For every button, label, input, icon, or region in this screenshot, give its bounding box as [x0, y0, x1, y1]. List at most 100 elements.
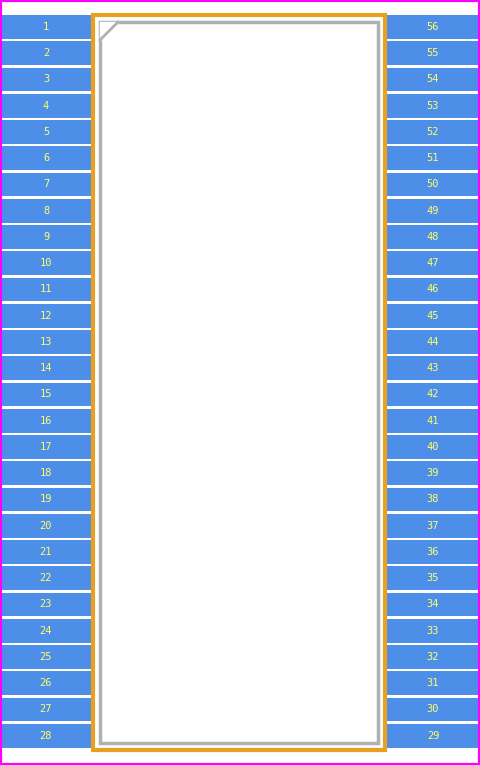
Text: 54: 54 — [427, 74, 439, 84]
Bar — [100, 22, 378, 743]
Bar — [386, 330, 480, 353]
Text: 46: 46 — [427, 285, 439, 295]
Bar — [0, 566, 92, 590]
Bar — [93, 15, 385, 750]
Text: 24: 24 — [40, 626, 52, 636]
Bar — [0, 356, 92, 380]
Text: 20: 20 — [40, 521, 52, 531]
Text: 43: 43 — [427, 363, 439, 373]
Bar — [0, 304, 92, 327]
Text: 28: 28 — [40, 731, 52, 741]
Bar — [386, 514, 480, 538]
Bar — [386, 382, 480, 406]
Text: 36: 36 — [427, 547, 439, 557]
Bar — [0, 94, 92, 118]
Text: 4: 4 — [43, 101, 49, 111]
Bar — [0, 199, 92, 223]
Text: 48: 48 — [427, 232, 439, 242]
Text: 49: 49 — [427, 206, 439, 216]
Bar — [0, 67, 92, 91]
Bar — [0, 409, 92, 432]
Text: 42: 42 — [427, 389, 439, 399]
Text: 8: 8 — [43, 206, 49, 216]
Text: 32: 32 — [427, 652, 439, 662]
Text: 11: 11 — [40, 285, 52, 295]
Bar — [386, 304, 480, 327]
Bar — [386, 645, 480, 669]
Bar — [386, 94, 480, 118]
Text: 15: 15 — [40, 389, 52, 399]
Text: 19: 19 — [40, 494, 52, 504]
Bar — [0, 698, 92, 721]
Bar — [0, 671, 92, 695]
Bar — [0, 645, 92, 669]
Text: 23: 23 — [40, 599, 52, 610]
Text: 31: 31 — [427, 678, 439, 688]
Bar — [0, 461, 92, 485]
Text: 51: 51 — [427, 153, 439, 163]
Bar — [0, 330, 92, 353]
Bar — [386, 435, 480, 459]
Text: 2: 2 — [43, 48, 49, 58]
Text: 27: 27 — [40, 705, 52, 715]
Bar — [0, 41, 92, 65]
Bar — [386, 566, 480, 590]
Bar — [0, 487, 92, 511]
Bar — [386, 172, 480, 197]
Bar — [386, 41, 480, 65]
Text: 50: 50 — [427, 179, 439, 190]
Text: 5: 5 — [43, 127, 49, 137]
Bar — [386, 356, 480, 380]
Bar — [386, 619, 480, 643]
Bar — [0, 251, 92, 275]
Bar — [0, 15, 92, 39]
Bar — [386, 251, 480, 275]
Text: 34: 34 — [427, 599, 439, 610]
Bar — [386, 146, 480, 170]
Bar — [386, 540, 480, 564]
Text: 40: 40 — [427, 442, 439, 452]
Bar — [386, 120, 480, 144]
Bar — [386, 15, 480, 39]
Text: 10: 10 — [40, 258, 52, 268]
Bar — [0, 225, 92, 249]
Text: 35: 35 — [427, 573, 439, 583]
Text: 9: 9 — [43, 232, 49, 242]
Bar — [386, 225, 480, 249]
Bar — [0, 146, 92, 170]
Bar — [0, 724, 92, 747]
Text: 39: 39 — [427, 468, 439, 478]
Text: 13: 13 — [40, 337, 52, 347]
Bar — [0, 593, 92, 617]
Text: 25: 25 — [40, 652, 52, 662]
Bar — [386, 67, 480, 91]
Text: 12: 12 — [40, 311, 52, 321]
Text: 30: 30 — [427, 705, 439, 715]
Text: 22: 22 — [40, 573, 52, 583]
Bar — [386, 461, 480, 485]
Text: 17: 17 — [40, 442, 52, 452]
Text: 21: 21 — [40, 547, 52, 557]
Text: 55: 55 — [427, 48, 439, 58]
Text: 33: 33 — [427, 626, 439, 636]
Bar — [386, 724, 480, 747]
Bar — [0, 435, 92, 459]
Text: 53: 53 — [427, 101, 439, 111]
Bar — [0, 619, 92, 643]
Text: 41: 41 — [427, 415, 439, 425]
Text: 47: 47 — [427, 258, 439, 268]
Bar — [0, 382, 92, 406]
Text: 1: 1 — [43, 22, 49, 32]
Text: 52: 52 — [427, 127, 439, 137]
Bar — [386, 199, 480, 223]
Polygon shape — [100, 22, 118, 40]
Text: 3: 3 — [43, 74, 49, 84]
Bar — [386, 593, 480, 617]
Text: 44: 44 — [427, 337, 439, 347]
Text: 18: 18 — [40, 468, 52, 478]
Bar — [386, 278, 480, 301]
Text: 38: 38 — [427, 494, 439, 504]
Text: 6: 6 — [43, 153, 49, 163]
Text: 37: 37 — [427, 521, 439, 531]
Bar — [386, 487, 480, 511]
